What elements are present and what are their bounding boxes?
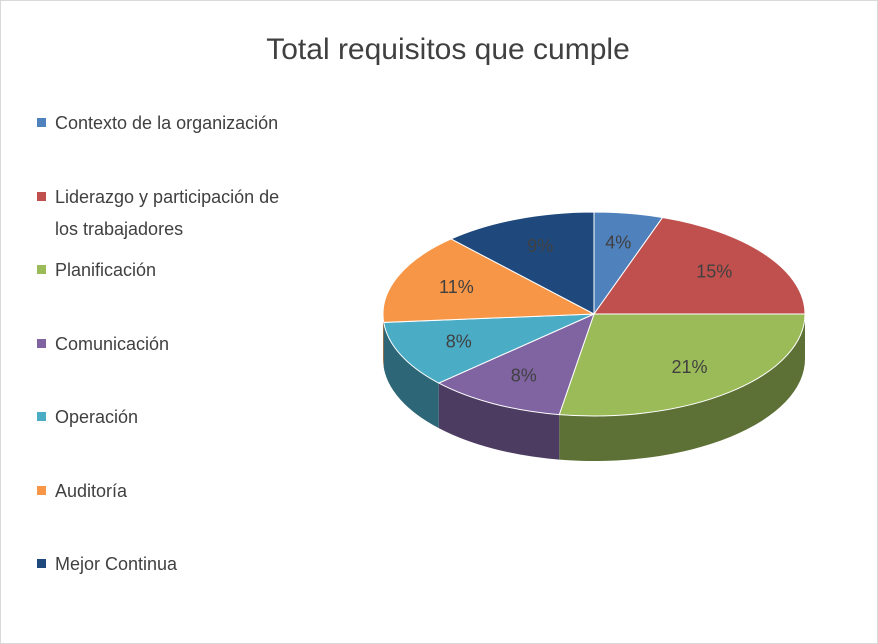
legend-label: Comunicación xyxy=(55,334,170,354)
data-label: 15% xyxy=(696,261,732,281)
pie-side xyxy=(559,314,806,461)
data-label: 4% xyxy=(605,232,631,252)
legend-swatch xyxy=(37,486,46,495)
pie-side xyxy=(438,383,560,460)
pie-slice xyxy=(558,313,806,417)
legend-label: Mejor Continua xyxy=(55,554,178,574)
pie-slice xyxy=(449,211,595,315)
pie-slice xyxy=(593,216,806,315)
legend-item: Planificación xyxy=(37,254,287,286)
legend-label: Planificación xyxy=(55,260,157,280)
legend-swatch xyxy=(37,265,46,274)
legend-label: Auditoría xyxy=(55,481,128,501)
legend-swatch xyxy=(37,192,46,201)
pie-slice xyxy=(383,313,595,384)
legend-swatch xyxy=(37,412,46,421)
chart-title: Total requisitos que cumple xyxy=(266,33,630,66)
data-label: 8% xyxy=(511,366,537,386)
legend-item: Contexto de la organización xyxy=(37,107,287,139)
data-label: 9% xyxy=(527,236,553,256)
legend-item: Operación xyxy=(37,401,287,433)
data-label: 21% xyxy=(671,357,707,377)
legend-label: Contexto de la organización xyxy=(55,113,279,133)
pie-side xyxy=(383,314,384,368)
legend-label: Liderazgo y participación de los trabaja… xyxy=(55,187,280,239)
legend-item: Comunicación xyxy=(37,328,287,360)
data-label: 8% xyxy=(446,331,472,351)
legend-item: Auditoría xyxy=(37,475,287,507)
legend-item: Liderazgo y participación de los trabaja… xyxy=(37,181,287,245)
legend-swatch xyxy=(37,339,46,348)
pie-slice xyxy=(437,313,595,416)
legend-label: Operación xyxy=(55,407,139,427)
legend-swatch xyxy=(37,118,46,127)
pie-side xyxy=(383,322,439,429)
legend-item: Mejor Continua xyxy=(37,548,287,580)
legend-swatch xyxy=(37,559,46,568)
data-label: 11% xyxy=(439,277,474,297)
pie-slice xyxy=(382,238,596,323)
